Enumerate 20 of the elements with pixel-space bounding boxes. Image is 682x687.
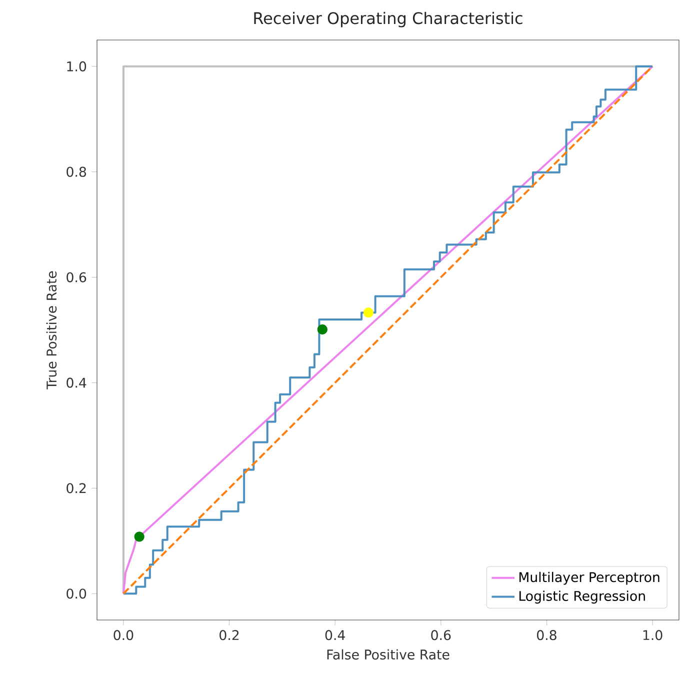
y-tick-label: 0.0 [66, 588, 86, 599]
y-axis-title: True Positive Rate [46, 271, 57, 390]
point [363, 308, 374, 318]
point [134, 532, 144, 542]
x-tick-label: 0.0 [114, 630, 134, 640]
point [317, 324, 328, 335]
x-tick-label: 0.8 [536, 630, 556, 640]
y-tick-label: 1.0 [67, 61, 86, 72]
x-tick-label: 0.6 [431, 630, 451, 640]
y-tick-label: 0.2 [66, 483, 86, 494]
x-tick-label: 1.0 [643, 630, 662, 640]
x-tick-label: 0.4 [325, 630, 345, 640]
y-tick-label: 0.8 [66, 166, 86, 177]
chart-title: Receiver Operating Characteristic [254, 12, 522, 28]
legend-label: Logistic Regression [519, 590, 645, 604]
legend-label: Multilayer Perceptron [519, 572, 660, 585]
x-axis-title: False Positive Rate [327, 649, 450, 660]
x-tick-label: 0.2 [220, 630, 239, 640]
y-tick-label: 0.6 [66, 272, 86, 282]
y-tick-label: 0.4 [66, 378, 86, 388]
